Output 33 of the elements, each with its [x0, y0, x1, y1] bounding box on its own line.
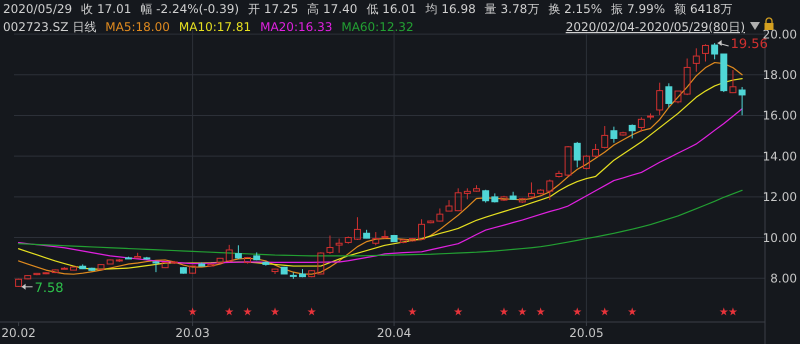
y-tick-label: 8.00 [770, 271, 797, 286]
candlestick [656, 82, 664, 116]
y-tick-label: 10.00 [762, 230, 797, 245]
candlestick [692, 48, 700, 72]
chart-subtitle: 002723.SZ 日线 [3, 20, 96, 34]
text: 高 17.40 [307, 2, 358, 16]
annotation: 2020/02/04-2020/05/29(80日) [566, 20, 745, 34]
text: MA20:16.33 [260, 20, 332, 34]
chart-title: 2020/05/29 [3, 2, 72, 16]
text: 换 2.15% [548, 2, 602, 16]
text: 低 16.01 [366, 2, 417, 16]
text: MA60:12.32 [341, 20, 414, 34]
y-tick-label: 18.00 [762, 68, 797, 82]
y-tick-label: 12.00 [762, 190, 797, 204]
text: 均 16.98 [424, 2, 476, 16]
annotation: 19.56 [730, 37, 768, 52]
text: 开 17.25 [248, 2, 298, 16]
x-tick-label: 20.02 [1, 326, 36, 340]
x-tick-label: 20.04 [376, 326, 412, 340]
text: MA10:17.81 [178, 20, 252, 34]
text: 额 6418万 [674, 2, 732, 16]
annotation: 7.58 [34, 280, 64, 296]
text: 量 3.78万 [484, 2, 540, 16]
text: MA5:18.00 [105, 20, 170, 34]
text: 幅 -2.24%(-0.39) [140, 2, 240, 16]
y-tick-label: 14.00 [762, 149, 797, 164]
text: 振 7.99% [611, 2, 666, 16]
text: 收 17.01 [81, 2, 132, 16]
x-tick-label: 20.05 [569, 326, 604, 340]
candlestick [336, 238, 343, 254]
x-tick-label: 20.03 [175, 326, 210, 340]
line-series [18, 108, 743, 264]
y-tick-label: 16.00 [762, 108, 797, 123]
